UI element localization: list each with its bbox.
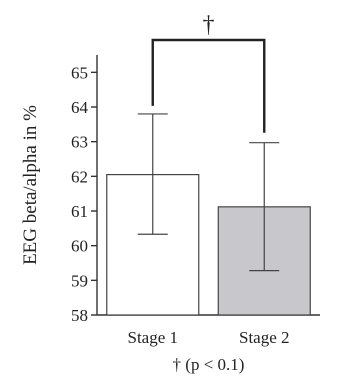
y-tick-label: 62 xyxy=(71,167,88,186)
significance-bracket-line xyxy=(151,38,266,133)
y-tick-label: 63 xyxy=(71,133,88,152)
y-tick-label: 60 xyxy=(71,237,88,256)
y-tick-label: 64 xyxy=(71,98,89,117)
y-ticks: 58 59 60 61 62 63 64 65 xyxy=(71,63,97,325)
error-bars xyxy=(137,113,280,272)
significance-bracket: † xyxy=(151,12,266,133)
y-tick-label: 61 xyxy=(71,202,88,221)
footnote: † (p < 0.1) xyxy=(173,355,245,374)
y-tick-label: 58 xyxy=(71,306,88,325)
significance-marker: † xyxy=(203,12,215,38)
y-tick-label: 65 xyxy=(71,63,88,82)
bars xyxy=(106,174,311,316)
y-axis-label: EEG beta/alpha in % xyxy=(20,105,41,265)
x-tick-label: Stage 1 xyxy=(127,328,178,347)
x-tick-label: Stage 2 xyxy=(239,328,290,347)
x-tick-labels: Stage 1 Stage 2 xyxy=(127,328,289,347)
y-tick-label: 59 xyxy=(71,271,88,290)
